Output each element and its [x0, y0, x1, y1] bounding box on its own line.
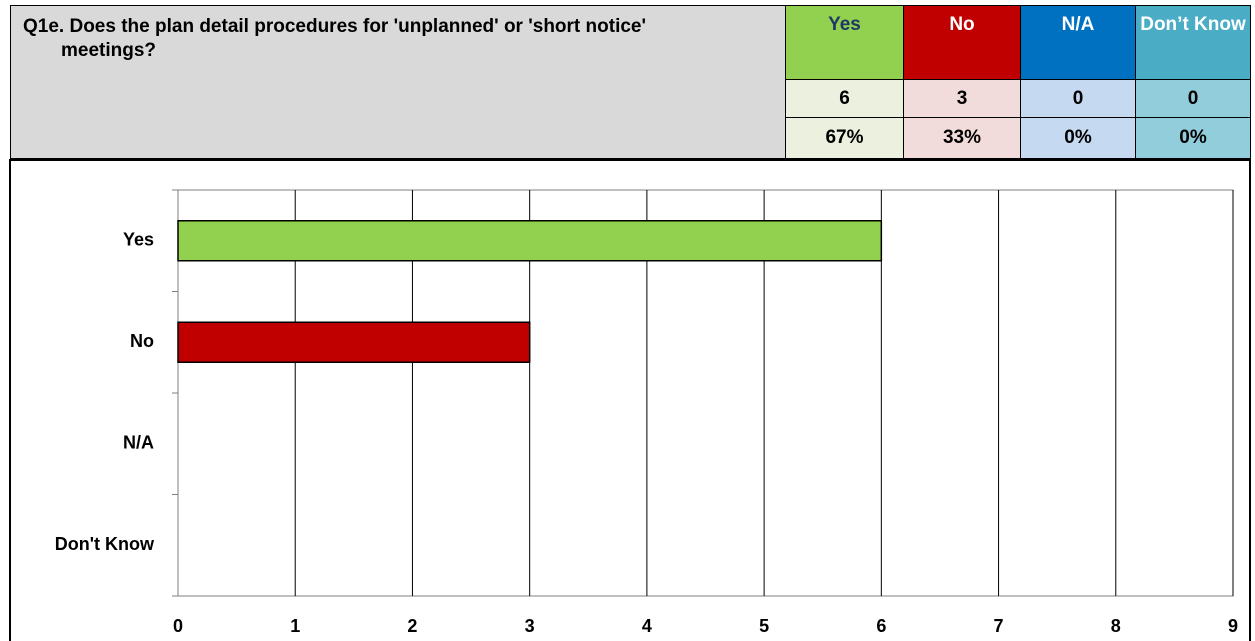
percentage-cell: 0% — [1020, 117, 1136, 159]
column-header: No — [903, 5, 1021, 80]
x-tick-label: 8 — [1111, 616, 1121, 636]
x-tick-label: 3 — [525, 616, 535, 636]
x-tick-label: 5 — [759, 616, 769, 636]
bar — [177, 220, 883, 262]
x-tick-label: 7 — [994, 616, 1004, 636]
y-tick-label: Yes — [123, 230, 154, 250]
x-tick-label: 0 — [173, 616, 183, 636]
y-tick-label: Don't Know — [55, 534, 155, 554]
percentage-cell: 33% — [903, 117, 1021, 159]
x-tick-label: 2 — [407, 616, 417, 636]
column-header: Don’t Know — [1135, 5, 1251, 80]
percentage-cell: 0% — [1135, 117, 1251, 159]
count-cell: 3 — [903, 79, 1021, 118]
x-tick-label: 9 — [1228, 616, 1238, 636]
count-cell: 0 — [1135, 79, 1251, 118]
x-tick-label: 4 — [642, 616, 652, 636]
x-tick-label: 6 — [876, 616, 886, 636]
x-tick-label: 1 — [290, 616, 300, 636]
y-tick-label: No — [130, 331, 154, 351]
bar — [177, 321, 531, 363]
y-tick-label: N/A — [123, 433, 154, 453]
question: Q1e. Does the plan detail procedures for… — [10, 5, 786, 159]
